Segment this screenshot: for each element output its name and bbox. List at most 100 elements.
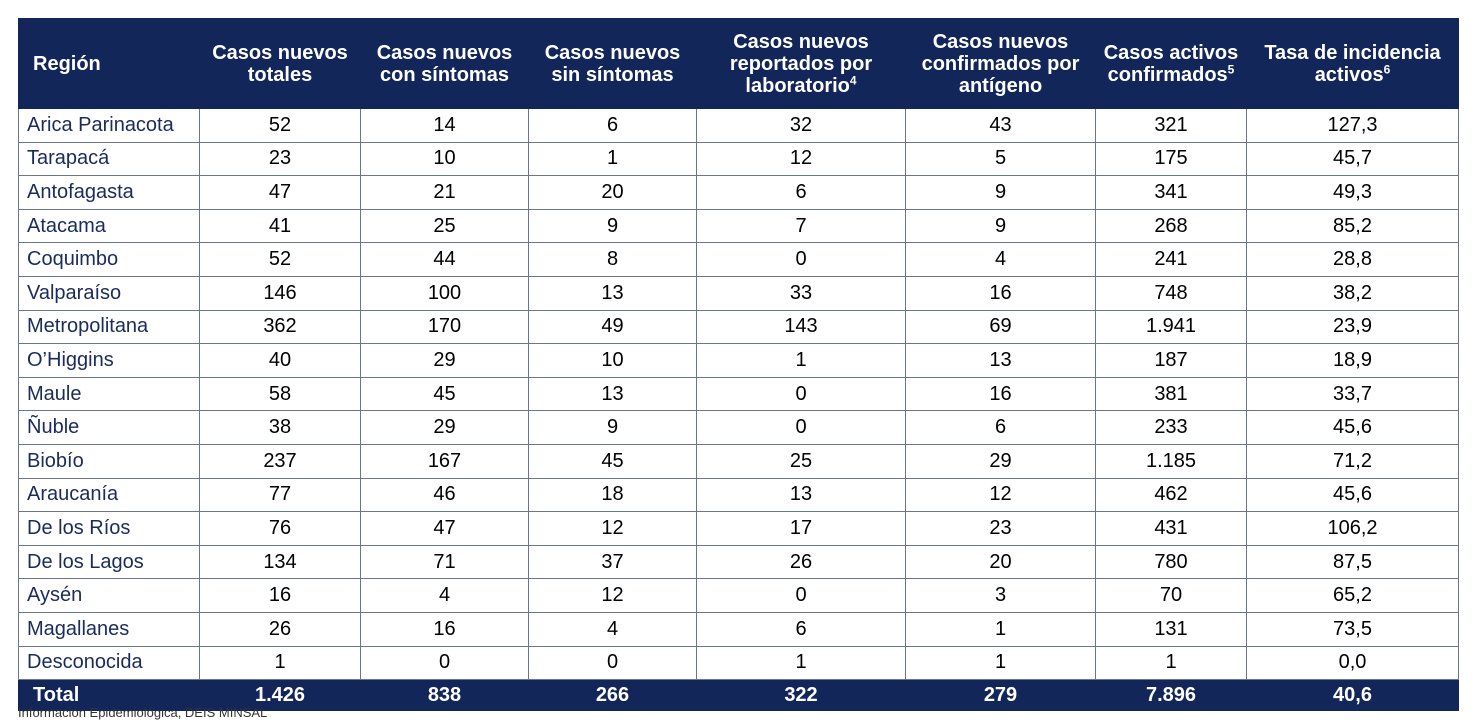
total-new-total-cell: 1.426 — [199, 679, 361, 712]
table-row: Metropolitana 362 170 49 143 69 1.941 23,9 — [18, 309, 1459, 345]
table-row: Antofagasta 47 21 20 6 9 341 49,3 — [18, 175, 1459, 210]
new-asymptomatic-cell: 13 — [528, 376, 697, 412]
header-active-label: Casos activos confirmados — [1103, 41, 1239, 86]
active-cell: 381 — [1095, 376, 1247, 412]
new-total-cell: 47 — [199, 175, 361, 210]
new-asymptomatic-cell: 13 — [528, 275, 697, 311]
header-new-lab: Casos nuevos reportados por laboratorio4 — [696, 18, 906, 109]
new-asymptomatic-cell: 12 — [528, 511, 697, 546]
new-antigen-cell: 13 — [905, 343, 1096, 378]
incidence-cell: 73,5 — [1246, 611, 1459, 647]
new-asymptomatic-cell: 18 — [528, 477, 697, 513]
incidence-cell: 87,5 — [1246, 544, 1459, 580]
new-symptomatic-cell: 14 — [360, 108, 529, 143]
new-total-cell: 40 — [199, 343, 361, 378]
new-asymptomatic-cell: 45 — [528, 443, 697, 479]
incidence-cell: 85,2 — [1246, 208, 1459, 244]
footnote-marker: 4 — [849, 72, 857, 87]
new-lab-cell: 1 — [696, 645, 906, 681]
incidence-cell: 106,2 — [1246, 511, 1459, 546]
new-symptomatic-cell: 44 — [360, 242, 529, 277]
new-total-cell: 1 — [199, 645, 361, 681]
active-cell: 780 — [1095, 544, 1247, 580]
table-row: Atacama 41 25 9 7 9 268 85,2 — [18, 208, 1459, 244]
region-cell: Coquimbo — [18, 242, 200, 277]
table-row: O’Higgins 40 29 10 1 13 187 18,9 — [18, 343, 1459, 378]
new-total-cell: 26 — [199, 611, 361, 647]
new-asymptomatic-cell: 1 — [528, 141, 697, 177]
new-symptomatic-cell: 47 — [360, 511, 529, 546]
table-row: Tarapacá 23 10 1 12 5 175 45,7 — [18, 141, 1459, 177]
new-antigen-cell: 6 — [905, 410, 1096, 445]
header-new-antigen: Casos nuevos confirmados por antígeno — [905, 18, 1096, 109]
region-cell: Atacama — [18, 208, 200, 244]
header-incidence-label: Tasa de incidencia activos — [1264, 41, 1441, 86]
new-total-cell: 38 — [199, 410, 361, 445]
new-symptomatic-cell: 100 — [360, 275, 529, 311]
new-asymptomatic-cell: 10 — [528, 343, 697, 378]
new-symptomatic-cell: 16 — [360, 611, 529, 647]
region-cell: Araucanía — [18, 477, 200, 513]
new-symptomatic-cell: 21 — [360, 175, 529, 210]
new-antigen-cell: 9 — [905, 175, 1096, 210]
new-asymptomatic-cell: 37 — [528, 544, 697, 580]
total-row: Total 1.426 838 266 322 279 7.896 40,6 — [18, 679, 1459, 712]
footnote-marker: 6 — [1383, 61, 1391, 76]
total-new-lab-cell: 322 — [696, 679, 906, 712]
new-total-cell: 52 — [199, 108, 361, 143]
new-lab-cell: 6 — [696, 611, 906, 647]
new-total-cell: 77 — [199, 477, 361, 513]
new-lab-cell: 7 — [696, 208, 906, 244]
new-antigen-cell: 1 — [905, 611, 1096, 647]
region-cell: De los Lagos — [18, 544, 200, 580]
new-total-cell: 23 — [199, 141, 361, 177]
table-row: Arica Parinacota 52 14 6 32 43 321 127,3 — [18, 108, 1459, 143]
new-asymptomatic-cell: 4 — [528, 611, 697, 647]
new-total-cell: 16 — [199, 578, 361, 613]
new-lab-cell: 143 — [696, 309, 906, 345]
new-symptomatic-cell: 71 — [360, 544, 529, 580]
incidence-cell: 23,9 — [1246, 309, 1459, 345]
incidence-cell: 38,2 — [1246, 275, 1459, 311]
new-lab-cell: 0 — [696, 578, 906, 613]
active-cell: 1.941 — [1095, 309, 1247, 345]
table-row: De los Lagos 134 71 37 26 20 780 87,5 — [18, 544, 1459, 580]
new-antigen-cell: 43 — [905, 108, 1096, 143]
header-region: Región — [18, 18, 200, 109]
active-cell: 1.185 — [1095, 443, 1247, 479]
new-lab-cell: 1 — [696, 343, 906, 378]
total-region-cell: Total — [18, 679, 200, 712]
incidence-cell: 45,6 — [1246, 477, 1459, 513]
new-antigen-cell: 1 — [905, 645, 1096, 681]
new-antigen-cell: 4 — [905, 242, 1096, 277]
new-antigen-cell: 9 — [905, 208, 1096, 244]
header-incidence: Tasa de incidencia activos6 — [1246, 18, 1459, 109]
footnote-marker: 5 — [1227, 61, 1235, 76]
incidence-cell: 65,2 — [1246, 578, 1459, 613]
new-asymptomatic-cell: 12 — [528, 578, 697, 613]
table-header: Región Casos nuevos totales Casos nuevos… — [18, 18, 1459, 109]
incidence-cell: 0,0 — [1246, 645, 1459, 681]
header-new-lab-label: Casos nuevos reportados por laboratorio — [729, 30, 873, 97]
incidence-cell: 49,3 — [1246, 175, 1459, 210]
table-row: Biobío 237 167 45 25 29 1.185 71,2 — [18, 443, 1459, 479]
region-cell: Tarapacá — [18, 141, 200, 177]
new-symptomatic-cell: 29 — [360, 410, 529, 445]
active-cell: 131 — [1095, 611, 1247, 647]
header-new-asymptomatic: Casos nuevos sin síntomas — [528, 18, 697, 109]
incidence-cell: 28,8 — [1246, 242, 1459, 277]
new-lab-cell: 17 — [696, 511, 906, 546]
table-row: Maule 58 45 13 0 16 381 33,7 — [18, 376, 1459, 412]
active-cell: 241 — [1095, 242, 1247, 277]
table-row: Desconocida 1 0 0 1 1 1 0,0 — [18, 645, 1459, 681]
table-body: Arica Parinacota 52 14 6 32 43 321 127,3 Tarapac… — [18, 108, 1459, 712]
table-row: Coquimbo 52 44 8 0 4 241 28,8 — [18, 242, 1459, 277]
region-cell: Valparaíso — [18, 275, 200, 311]
header-new-total: Casos nuevos totales — [199, 18, 361, 109]
new-lab-cell: 13 — [696, 477, 906, 513]
new-total-cell: 134 — [199, 544, 361, 580]
table-row: De los Ríos 76 47 12 17 23 431 106,2 — [18, 511, 1459, 546]
new-lab-cell: 25 — [696, 443, 906, 479]
new-antigen-cell: 69 — [905, 309, 1096, 345]
region-cell: Maule — [18, 376, 200, 412]
